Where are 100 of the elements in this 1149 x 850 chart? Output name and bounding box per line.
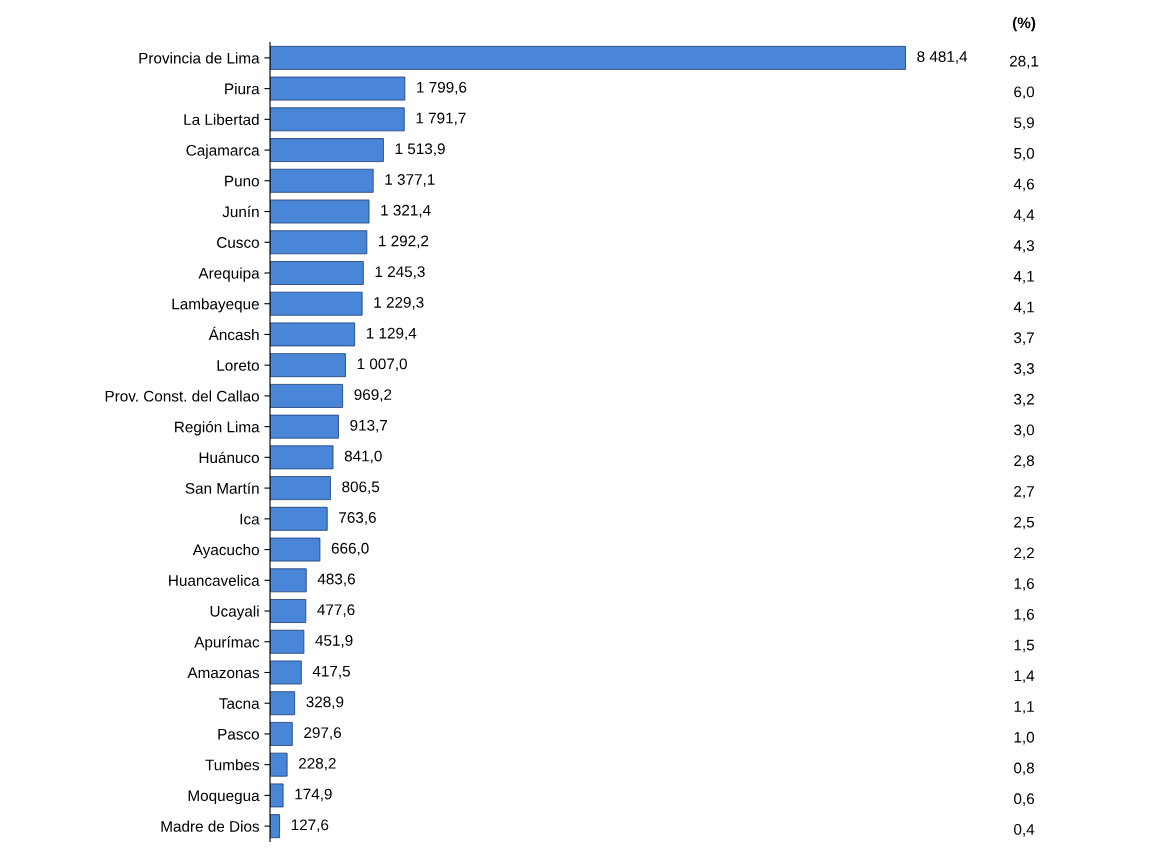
data-label: 297,6 (304, 727, 341, 740)
bar (270, 199, 370, 224)
y-tick-label: Apurímac (194, 636, 260, 651)
text: 5,9 (1014, 117, 1034, 130)
text: 1,0 (1014, 731, 1035, 745)
bar (270, 414, 339, 439)
data-label: 1 007,0 (357, 358, 407, 372)
y-tick-label: Tacna (219, 698, 260, 709)
bar (270, 506, 328, 531)
text: 0,6 (1014, 793, 1034, 806)
bar (270, 599, 307, 623)
text: 2,2 (1014, 547, 1034, 561)
y-tick-label: Región Lima (175, 421, 260, 436)
text: 1,4 (1014, 670, 1035, 683)
text: 1,6 (1014, 578, 1034, 591)
bar (270, 107, 405, 132)
y-tick-label: Tumbes (205, 759, 260, 771)
data-label: 174,9 (295, 788, 332, 802)
y-tick-label: Piura (225, 83, 260, 95)
bar (270, 445, 334, 470)
y-tick-label: Madre de Dios (161, 820, 260, 832)
data-label: 913,7 (350, 419, 388, 433)
y-tick-label: Cusco (217, 237, 259, 248)
text: (%) (1012, 16, 1036, 32)
text: 3,3 (1014, 363, 1034, 376)
bar (270, 476, 331, 501)
bar (270, 814, 280, 839)
text: 0,4 (1014, 824, 1035, 837)
data-label: 1 321,4 (381, 204, 431, 218)
text: 0,8 (1014, 762, 1034, 776)
data-label: 328,9 (306, 696, 344, 710)
y-tick-label: Lambayeque (172, 298, 259, 313)
bar (270, 660, 302, 685)
bar (270, 353, 346, 378)
y-tick-label: Huánuco (199, 451, 259, 464)
y-tick-label: Ucayali (210, 605, 259, 620)
text: 28,1 (1009, 55, 1039, 69)
y-tick-label: Puno (225, 175, 259, 187)
y-tick-label: Amazonas (187, 667, 260, 679)
y-tick-label: Prov. Const. del Callao (105, 390, 259, 402)
data-label: 8 481,4 (917, 51, 968, 64)
data-label: 228,2 (298, 757, 336, 771)
bar (270, 322, 356, 347)
text: 2,5 (1014, 516, 1035, 530)
bar (270, 568, 307, 593)
data-label: 1 513,9 (395, 143, 445, 156)
text: 5,0 (1014, 147, 1035, 161)
text: 4,4 (1013, 209, 1035, 223)
y-tick-label: La Libertad (184, 113, 259, 126)
y-tick-label: Arequipa (198, 267, 260, 282)
data-label: 666,0 (331, 542, 369, 556)
text: 3,2 (1014, 393, 1034, 407)
data-label: 483,6 (317, 573, 355, 587)
text: 2,7 (1014, 485, 1034, 499)
bar (270, 691, 296, 716)
bar (270, 230, 368, 255)
bar (270, 45, 906, 70)
text: 6,0 (1014, 86, 1035, 100)
data-label: 477,6 (317, 604, 355, 617)
data-label: 763,6 (339, 512, 376, 525)
data-label: 1 799,6 (417, 81, 467, 95)
y-tick-label: Ayacucho (192, 544, 259, 559)
data-label: 451,9 (315, 635, 353, 648)
bar (270, 722, 293, 746)
y-tick-label: Junín (222, 205, 259, 218)
text: 4,3 (1013, 240, 1034, 253)
bar (270, 168, 374, 193)
y-tick-label: Áncash (208, 326, 259, 341)
y-tick-label: Loreto (217, 360, 259, 371)
text: 1,5 (1014, 639, 1035, 653)
text: 2,8 (1014, 455, 1034, 468)
text: 1,6 (1014, 608, 1034, 622)
bar (270, 629, 305, 654)
bar (270, 383, 344, 408)
data-label: 417,5 (312, 665, 350, 679)
bar (270, 261, 364, 285)
bar (270, 76, 406, 101)
text: 3,7 (1014, 332, 1034, 345)
y-tick-label: Huancavelica (169, 574, 260, 586)
bar (270, 752, 288, 777)
data-label: 841,0 (344, 450, 382, 464)
data-label: 1 229,3 (374, 296, 424, 310)
y-tick-label: Ica (240, 513, 260, 525)
data-label: 969,2 (354, 389, 392, 402)
data-label: 127,6 (291, 819, 329, 833)
y-tick-label: Cajamarca (186, 144, 260, 159)
bar (270, 291, 363, 316)
text: 4,1 (1013, 271, 1034, 284)
bar (270, 783, 284, 808)
y-tick-label: Provincia de Lima (139, 52, 260, 64)
data-label: 806,5 (342, 481, 380, 494)
data-label: 1 245,3 (375, 266, 425, 279)
text: 4,6 (1013, 178, 1034, 192)
bar (270, 138, 384, 162)
bar (270, 537, 321, 562)
y-tick-label: San Martín (185, 482, 259, 494)
data-label: 1 791,7 (416, 112, 466, 126)
text: 3,0 (1014, 424, 1035, 438)
text: 4,1 (1013, 301, 1034, 315)
y-tick-label: Moquegua (188, 790, 260, 805)
